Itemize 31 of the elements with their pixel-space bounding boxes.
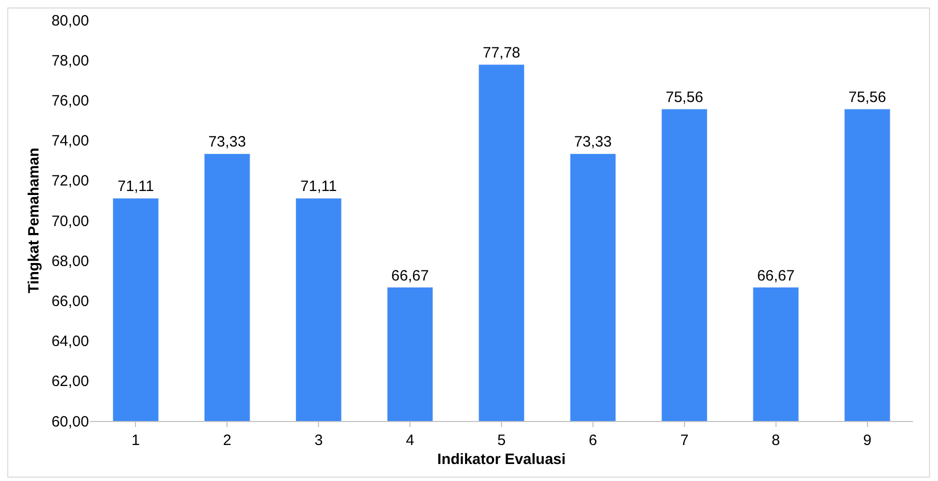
y-tick-label: 68,00 <box>51 252 89 270</box>
x-tick-label: 4 <box>406 432 414 449</box>
x-tick-label: 2 <box>223 432 232 449</box>
x-tick-label: 5 <box>497 432 506 449</box>
data-label: 73,33 <box>574 134 612 151</box>
x-tick-label: 8 <box>772 432 780 449</box>
x-tick-label: 7 <box>680 432 689 449</box>
data-label: 66,67 <box>391 267 429 284</box>
y-tick-label: 62,00 <box>51 373 89 390</box>
data-label: 71,11 <box>118 178 154 196</box>
x-tick-label: 3 <box>314 432 323 449</box>
y-tick-label: 64,00 <box>51 333 89 350</box>
x-tick-label: 1 <box>132 432 140 449</box>
y-tick-label: 70,00 <box>51 212 89 230</box>
data-label: 71,11 <box>300 178 337 196</box>
data-label: 75,56 <box>848 89 886 106</box>
y-tick-label: 74,00 <box>51 132 89 150</box>
data-label: 77,78 <box>482 44 520 62</box>
y-tick-label: 72,00 <box>51 172 89 190</box>
y-tick-label: 78,00 <box>51 52 89 70</box>
data-label: 73,33 <box>208 134 246 151</box>
data-label: 66,67 <box>757 267 795 284</box>
x-axis-title: Indikator Evaluasi <box>437 451 566 468</box>
x-tick-label: 6 <box>588 432 598 449</box>
y-tick-label: 60,00 <box>51 413 89 430</box>
y-axis-title: Tingkat Pemahaman <box>26 148 43 294</box>
x-tick-label: 9 <box>863 432 872 449</box>
y-tick-label: 66,00 <box>51 292 89 310</box>
y-tick-label: 76,00 <box>51 92 89 110</box>
data-label: 75,56 <box>666 89 704 106</box>
y-tick-label: 80,00 <box>51 12 89 30</box>
